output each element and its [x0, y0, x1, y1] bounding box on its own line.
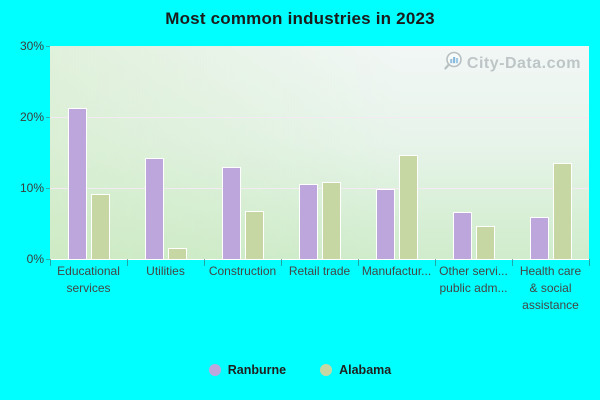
bar-alabama-health-care-social-assistance — [553, 163, 572, 259]
x-axis-tick — [127, 259, 128, 266]
bar-ranburne-other-servi-public-adm — [453, 212, 472, 259]
x-axis-category-label: Other servi... public adm... — [439, 264, 508, 295]
y-axis-tick — [46, 188, 50, 189]
x-axis-tick — [512, 259, 513, 266]
legend-item-ranburne: Ranburne — [208, 363, 287, 377]
bar-ranburne-utilities — [145, 158, 164, 259]
y-axis-tick-label: 30% — [19, 39, 44, 53]
watermark-text: City-Data.com — [466, 54, 581, 72]
gridline — [50, 117, 589, 118]
x-axis-tick — [50, 259, 51, 266]
legend-label: Alabama — [339, 363, 392, 377]
bar-alabama-educational-services — [91, 194, 110, 259]
bar-ranburne-educational-services — [68, 108, 87, 259]
city-data-magnifier-icon — [442, 50, 464, 77]
y-axis-tick-label: 0% — [26, 252, 44, 266]
y-axis-tick — [46, 46, 50, 47]
y-axis-tick — [46, 259, 50, 260]
y-axis-tick — [46, 117, 50, 118]
x-axis-category-label: Educational services — [57, 264, 120, 295]
bar-alabama-retail-trade — [322, 182, 341, 259]
legend: Ranburne Alabama — [0, 363, 600, 377]
gridline — [50, 188, 589, 189]
bar-alabama-construction — [245, 211, 264, 259]
y-axis-tick-label: 10% — [19, 181, 44, 195]
x-axis-tick — [358, 259, 359, 266]
bar-ranburne-manufactur — [376, 189, 395, 259]
legend-swatch-alabama — [320, 364, 333, 376]
x-axis-tick — [281, 259, 282, 266]
plot-area: City-Data.com — [50, 46, 589, 260]
x-axis-tick — [204, 259, 205, 266]
bar-ranburne-retail-trade — [299, 184, 318, 259]
x-axis-tick — [435, 259, 436, 266]
y-axis-tick-label: 20% — [19, 110, 44, 124]
bar-alabama-manufactur — [399, 155, 418, 259]
bar-alabama-utilities — [168, 248, 187, 259]
watermark: City-Data.com — [442, 50, 581, 77]
legend-label: Ranburne — [227, 363, 287, 377]
x-axis-category-label: Construction — [208, 264, 277, 278]
x-axis-category-label: Utilities — [146, 264, 185, 278]
x-axis-tick — [589, 259, 590, 266]
legend-swatch-ranburne — [208, 364, 221, 376]
legend-item-alabama: Alabama — [320, 363, 391, 377]
bar-ranburne-construction — [222, 167, 241, 259]
bar-ranburne-health-care-social-assistance — [530, 217, 549, 259]
x-axis-category-label: Retail trade — [288, 264, 351, 278]
x-axis-category-label: Health care & social assistance — [519, 264, 582, 312]
chart-title: Most common industries in 2023 — [165, 9, 435, 28]
x-axis-category-label: Manufactur... — [361, 264, 432, 278]
bar-alabama-other-servi-public-adm — [476, 226, 495, 259]
